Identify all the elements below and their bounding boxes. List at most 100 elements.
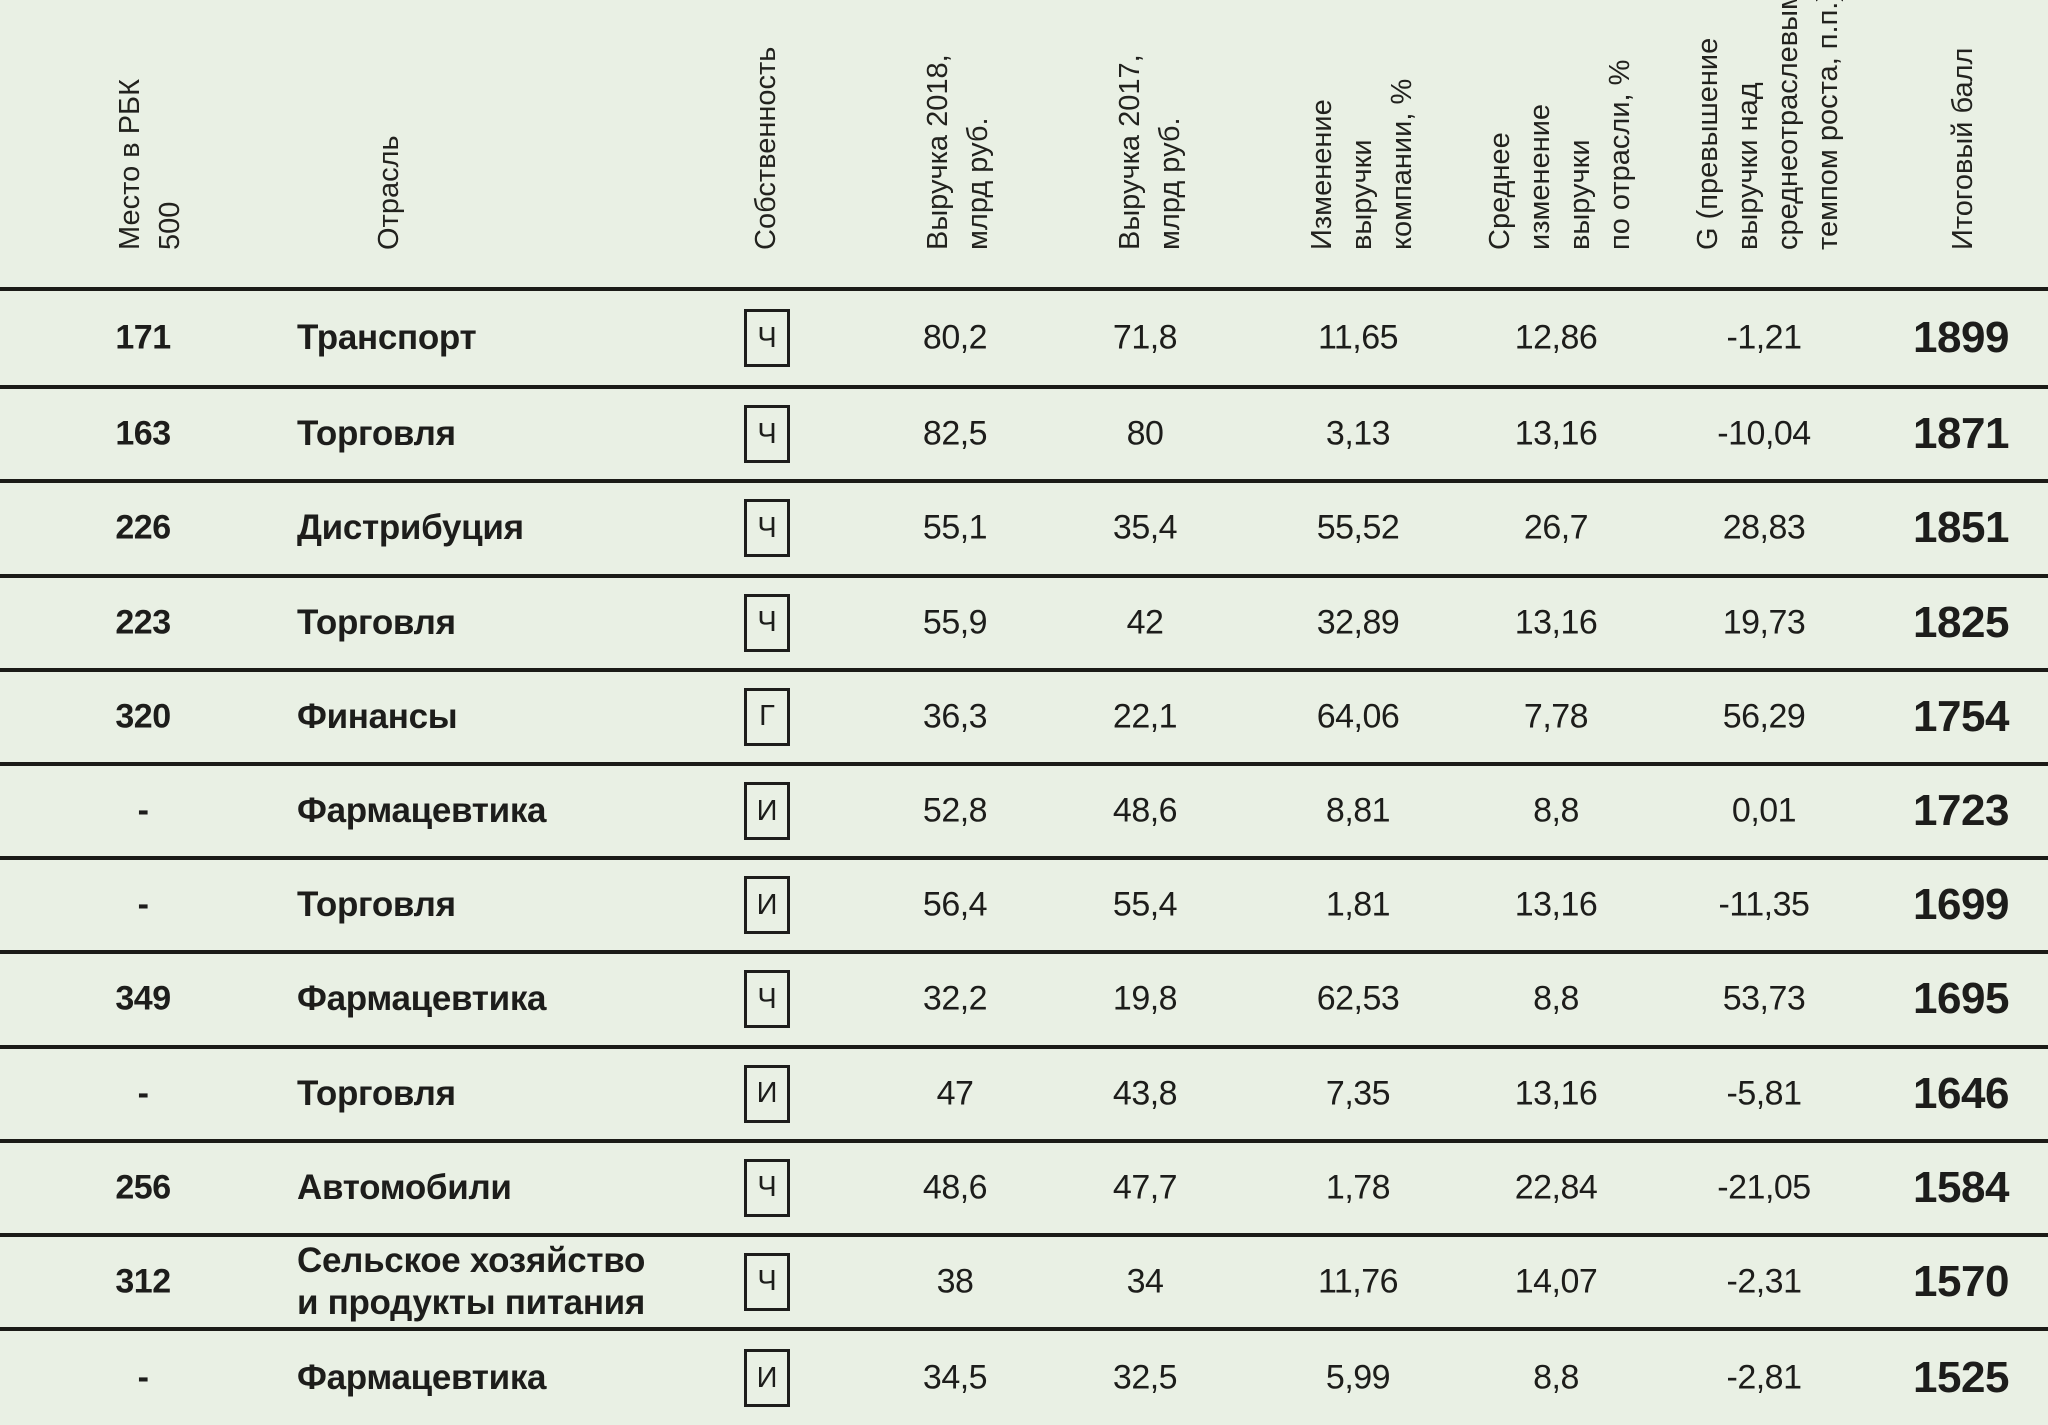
cell-change: 1,78 [1325, 1168, 1391, 1207]
cell-rank: 226 [115, 508, 171, 547]
ownership-badge: Ч [744, 405, 790, 464]
cell-rank: 349 [115, 979, 171, 1018]
ownership-letter: И [744, 1064, 790, 1123]
cell-score: 1699 [1913, 880, 2009, 930]
cell-g: -2,31 [1726, 1262, 1803, 1301]
ownership-letter: Ч [744, 499, 790, 558]
ownership-badge: Ч [744, 1158, 790, 1217]
cell-revenue-2017: 48,6 [1112, 791, 1178, 830]
cell-change: 32,89 [1316, 603, 1400, 642]
cell-change: 3,13 [1325, 414, 1391, 453]
cell-revenue-2018: 52,8 [922, 791, 988, 830]
cell-avg-change: 13,16 [1514, 1074, 1598, 1113]
cell-avg-change: 8,8 [1533, 979, 1579, 1018]
ownership-letter: И [744, 1349, 790, 1408]
cell-change: 7,35 [1325, 1074, 1391, 1113]
table-header: Место в РБК 500 Отрасль Собственность Вы… [0, 0, 2048, 291]
cell-avg-change: 7,78 [1523, 697, 1589, 736]
cell-g: 53,73 [1722, 979, 1806, 1018]
cell-rank: - [137, 1074, 149, 1113]
ownership-letter: Ч [744, 1158, 790, 1217]
cell-rank: - [137, 1358, 149, 1397]
cell-g: 19,73 [1722, 603, 1806, 642]
cell-change: 64,06 [1316, 697, 1400, 736]
cell-score: 1825 [1913, 597, 2009, 647]
cell-avg-change: 13,16 [1514, 885, 1598, 924]
column-header-revenue-2018: Выручка 2018, млрд руб. [922, 54, 994, 250]
table-row: 312 Сельское хозяйство и продукты питания… [0, 1232, 2048, 1327]
table-row: 349 Фармацевтика Ч 32,2 19,8 62,53 8,8 53,73 169… [0, 950, 2048, 1044]
cell-revenue-2018: 47 [936, 1074, 974, 1113]
cell-g: -1,21 [1726, 318, 1803, 357]
cell-avg-change: 8,8 [1533, 791, 1579, 830]
cell-g: -21,05 [1717, 1168, 1811, 1207]
cell-score: 1723 [1913, 786, 2009, 836]
cell-avg-change: 22,84 [1514, 1168, 1598, 1207]
cell-score: 1695 [1913, 974, 2009, 1024]
ownership-letter: И [744, 782, 790, 841]
cell-avg-change: 12,86 [1514, 318, 1598, 357]
cell-industry: Сельское хозяйство и продукты питания [297, 1240, 646, 1322]
cell-score: 1584 [1913, 1162, 2009, 1212]
column-header-rank: Место в РБК 500 [114, 79, 186, 250]
cell-revenue-2018: 82,5 [922, 414, 988, 453]
table-row: - Фармацевтика И 34,5 32,5 5,99 8,8 -2,81 1525 [0, 1327, 2048, 1425]
cell-industry: Транспорт [297, 318, 477, 358]
cell-revenue-2017: 47,7 [1112, 1168, 1178, 1207]
cell-revenue-2017: 55,4 [1112, 885, 1178, 924]
ownership-letter: И [744, 876, 790, 935]
cell-revenue-2017: 42 [1126, 603, 1164, 642]
cell-g: 28,83 [1722, 508, 1806, 547]
cell-industry: Финансы [297, 696, 458, 736]
ownership-badge: Ч [744, 970, 790, 1029]
cell-rank: 171 [115, 318, 171, 357]
cell-change: 1,81 [1325, 885, 1391, 924]
table-row: - Торговля И 56,4 55,4 1,81 13,16 -11,35 1699 [0, 856, 2048, 950]
cell-avg-change: 13,16 [1514, 603, 1598, 642]
cell-score: 1871 [1913, 409, 2009, 459]
cell-revenue-2017: 43,8 [1112, 1074, 1178, 1113]
ownership-badge: Ч [744, 1252, 790, 1311]
column-header-change: Изменение выручки компании, % [1306, 78, 1418, 250]
cell-industry: Торговля [297, 885, 456, 925]
cell-revenue-2018: 34,5 [922, 1358, 988, 1397]
cell-industry: Торговля [297, 1073, 456, 1113]
cell-rank: 256 [115, 1168, 171, 1207]
ownership-badge: И [744, 1349, 790, 1408]
cell-avg-change: 14,07 [1514, 1262, 1598, 1301]
cell-revenue-2017: 80 [1126, 414, 1164, 453]
cell-g: -11,35 [1718, 885, 1810, 924]
table-row: 171 Транспорт Ч 80,2 71,8 11,65 12,86 -1,21 1899 [0, 291, 2048, 385]
cell-revenue-2018: 36,3 [922, 697, 988, 736]
cell-revenue-2018: 48,6 [922, 1168, 988, 1207]
cell-rank: 320 [115, 697, 171, 736]
column-header-avg-change: Среднее изменение выручки по отрасли, % [1484, 59, 1636, 250]
ownership-badge: И [744, 1064, 790, 1123]
cell-change: 11,65 [1317, 318, 1399, 357]
ownership-badge: И [744, 876, 790, 935]
cell-revenue-2018: 38 [936, 1262, 974, 1301]
cell-score: 1851 [1913, 503, 2009, 553]
ownership-letter: Ч [744, 970, 790, 1029]
cell-industry: Торговля [297, 414, 456, 454]
column-header-score: Итоговый балл [1947, 47, 1979, 250]
cell-rank: - [137, 885, 149, 924]
table-row: - Торговля И 47 43,8 7,35 13,16 -5,81 1646 [0, 1044, 2048, 1139]
cell-change: 11,76 [1317, 1262, 1399, 1301]
column-header-g: G (превышение выручки над среднеотраслев… [1692, 0, 1844, 250]
table-row: 163 Торговля Ч 82,5 80 3,13 13,16 -10,04 1871 [0, 385, 2048, 479]
cell-change: 8,81 [1325, 791, 1391, 830]
cell-revenue-2018: 55,1 [922, 508, 988, 547]
column-header-revenue-2017: Выручка 2017, млрд руб. [1114, 54, 1186, 250]
table-row: 226 Дистрибуция Ч 55,1 35,4 55,52 26,7 28,83 185… [0, 479, 2048, 573]
cell-rank: 163 [115, 414, 171, 453]
cell-industry: Торговля [297, 602, 456, 642]
table-row: - Фармацевтика И 52,8 48,6 8,81 8,8 0,01 1723 [0, 761, 2048, 856]
ownership-badge: Ч [744, 309, 790, 368]
cell-change: 62,53 [1316, 979, 1400, 1018]
table-row: 320 Финансы Г 36,3 22,1 64,06 7,78 56,29 1754 [0, 667, 2048, 762]
cell-g: 56,29 [1722, 697, 1806, 736]
cell-revenue-2017: 19,8 [1112, 979, 1178, 1018]
cell-revenue-2018: 56,4 [922, 885, 988, 924]
